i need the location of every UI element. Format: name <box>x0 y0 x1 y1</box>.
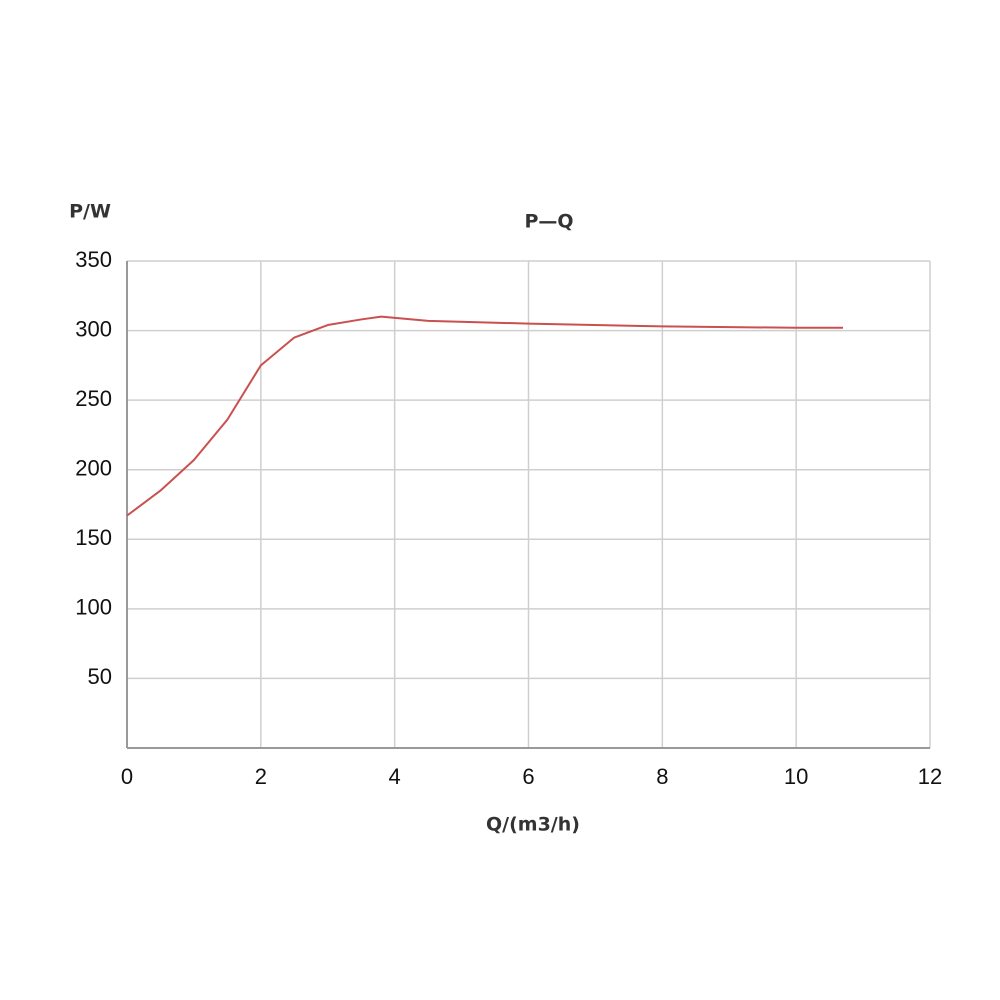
y-axis-label: P/W <box>69 201 111 223</box>
x-tick-label: 10 <box>784 764 808 789</box>
y-tick-label: 150 <box>75 525 112 550</box>
x-tick-label: 2 <box>255 764 267 789</box>
y-tick-label: 50 <box>88 664 112 689</box>
x-tick-label: 0 <box>121 764 133 789</box>
x-axis-label: Q/(m3/h) <box>486 814 580 836</box>
y-tick-label: 250 <box>75 386 112 411</box>
chart-title: P—Q <box>524 211 573 233</box>
x-tick-label: 4 <box>389 764 401 789</box>
x-tick-label: 6 <box>522 764 534 789</box>
x-tick-label: 8 <box>656 764 668 789</box>
y-tick-label: 200 <box>75 456 112 481</box>
y-tick-label: 300 <box>75 316 112 341</box>
x-tick-label: 12 <box>918 764 942 789</box>
y-tick-label: 100 <box>75 595 112 620</box>
y-tick-label: 350 <box>75 247 112 272</box>
line-series <box>126 315 844 517</box>
